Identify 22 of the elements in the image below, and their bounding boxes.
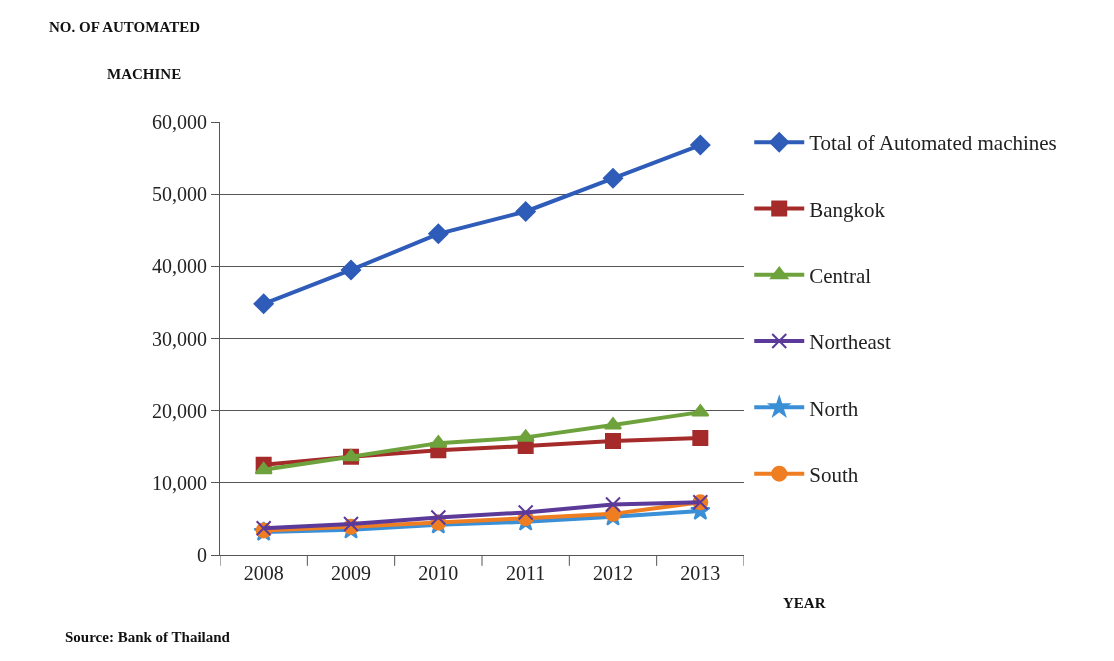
source-note: Source: Bank of Thailand <box>65 629 231 645</box>
y-tick-label: 30,000 <box>152 327 207 350</box>
x-axis-title: YEAR <box>783 595 826 611</box>
legend-label: Central <box>809 263 872 288</box>
text: NO. OF AUTOMATED MACHINE <box>49 19 200 82</box>
y-tick-label: 20,000 <box>152 399 207 422</box>
x-tick-label: 2013 <box>680 562 721 584</box>
legend-label: South <box>809 462 859 487</box>
legend-label: Bangkok <box>809 197 886 222</box>
x-tick-label: 2012 <box>593 562 633 584</box>
y-tick-label: 10,000 <box>152 471 207 494</box>
x-tick-label: 2011 <box>506 562 546 584</box>
x-tick-label: 2010 <box>418 562 459 584</box>
legend-label: Northeast <box>809 330 892 355</box>
y-tick-label: 60,000 <box>152 111 207 133</box>
y-tick-label: 40,000 <box>152 255 207 278</box>
y-tick-label: 0 <box>197 544 207 566</box>
legend-label: Total of Automated machines <box>809 131 1057 156</box>
legend-label: North <box>809 396 859 421</box>
x-tick-label: 2008 <box>243 562 284 584</box>
y-tick-label: 50,000 <box>152 183 207 206</box>
x-tick-label: 2009 <box>331 562 371 584</box>
